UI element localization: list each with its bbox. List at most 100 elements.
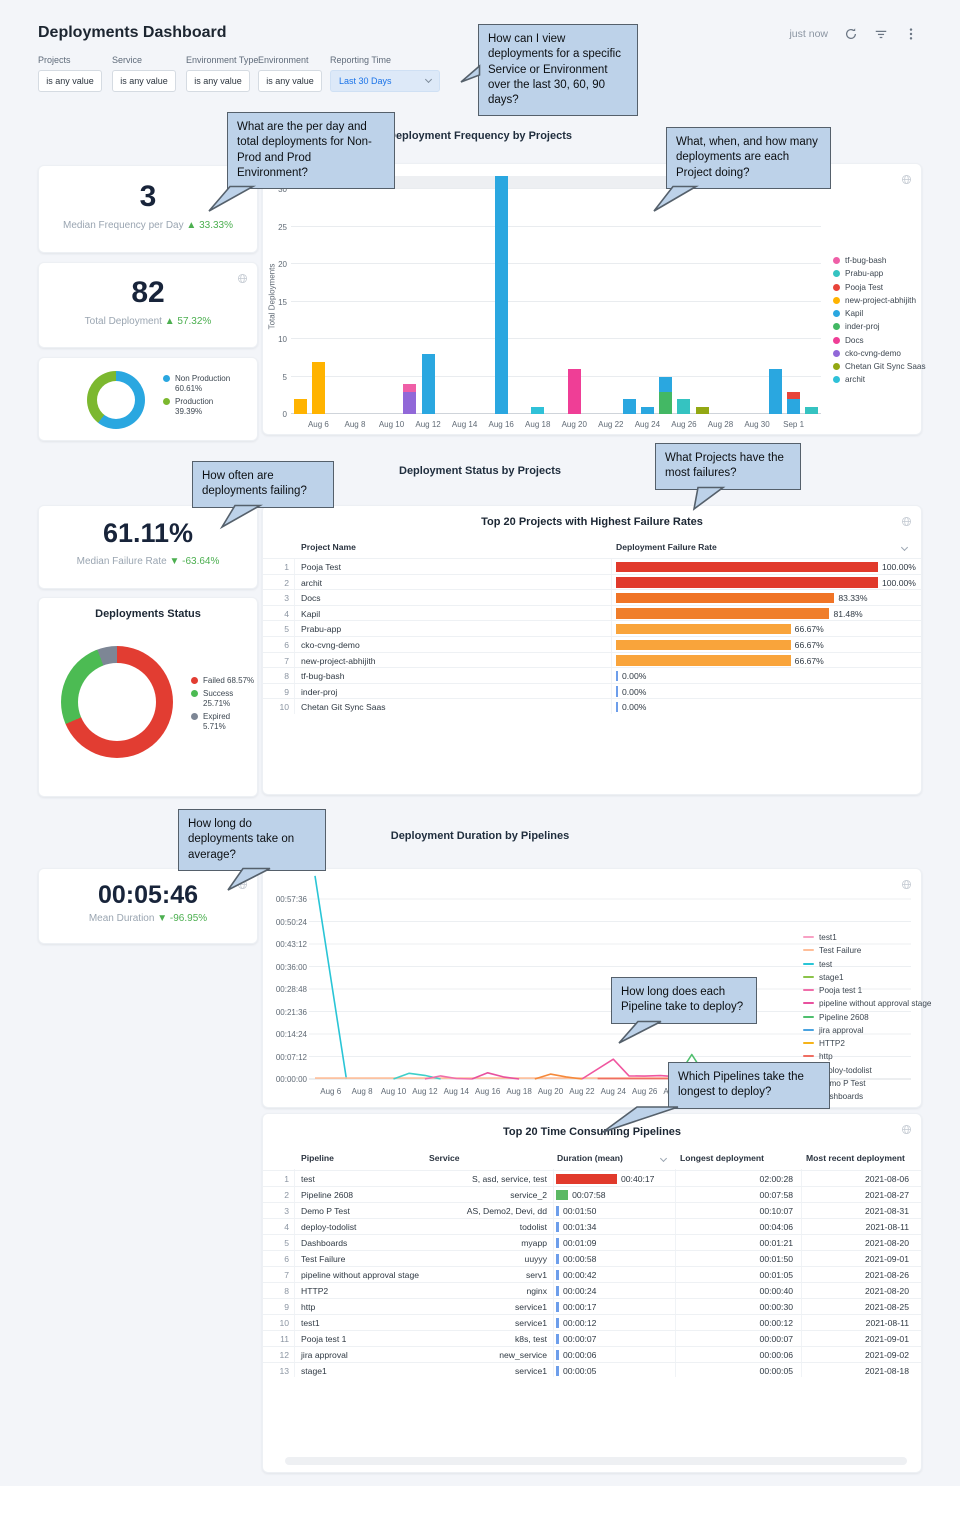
globe-icon[interactable] bbox=[901, 877, 912, 890]
duration-bar[interactable] bbox=[556, 1173, 617, 1184]
duration-bar[interactable] bbox=[556, 1349, 559, 1360]
line-series-test[interactable] bbox=[314, 875, 348, 1080]
duration-bar[interactable] bbox=[556, 1285, 559, 1296]
duration-bar[interactable] bbox=[556, 1221, 559, 1232]
legend-item[interactable]: tf-bug-bash bbox=[833, 256, 926, 266]
filter-projects-value[interactable]: is any value bbox=[38, 70, 102, 92]
legend-item[interactable]: stage1 bbox=[803, 973, 931, 983]
bar-segment-Chetan Git Sync Saas[interactable] bbox=[695, 406, 709, 414]
failure-rate-bar[interactable] bbox=[616, 655, 791, 666]
legend-item[interactable]: test bbox=[803, 960, 931, 970]
filter-icon[interactable] bbox=[874, 27, 888, 41]
table-row[interactable]: 7 new-project-abhijith 66.67% bbox=[263, 651, 921, 668]
duration-bar[interactable] bbox=[556, 1205, 559, 1216]
bar-segment-Kapil[interactable] bbox=[640, 406, 654, 414]
failure-rate-bar[interactable] bbox=[616, 608, 830, 619]
legend-item[interactable]: Failed 68.57% bbox=[191, 676, 255, 686]
table-row[interactable]: 1 test S, asd, service, test 00:40:17 02:00:… bbox=[263, 1170, 921, 1186]
environment-donut-chart[interactable] bbox=[87, 371, 145, 429]
legend-item[interactable]: Production 39.39% bbox=[163, 397, 233, 417]
legend-item[interactable]: jira approval bbox=[803, 1026, 931, 1036]
line-series-Pooja test 1[interactable] bbox=[424, 1075, 473, 1080]
line-series-Dashboards[interactable] bbox=[534, 1073, 583, 1080]
table-row[interactable]: 6 cko-cvng-demo 66.67% bbox=[263, 636, 921, 652]
sort-chevron-icon[interactable] bbox=[659, 1154, 668, 1163]
table-row[interactable]: 10 Chetan Git Sync Saas 0.00% bbox=[263, 698, 921, 714]
bar-segment-Kapil[interactable] bbox=[768, 369, 782, 414]
table-row[interactable]: 5 Prabu-app 66.67% bbox=[263, 620, 921, 636]
bar-segment-Kapil[interactable] bbox=[622, 399, 636, 414]
table-row[interactable]: 9 inder-proj 0.00% bbox=[263, 682, 921, 699]
column-header-longest[interactable]: Longest deployment bbox=[680, 1153, 765, 1163]
legend-item[interactable]: inder-proj bbox=[833, 322, 926, 332]
legend-item[interactable]: Pipeline 2608 bbox=[803, 1013, 931, 1023]
duration-bar[interactable] bbox=[556, 1269, 559, 1280]
kebab-menu-icon[interactable] bbox=[904, 27, 918, 41]
table-row[interactable]: 12 jira approval new_service 00:00:06 00:00:… bbox=[263, 1346, 921, 1362]
bar-segment-Docs[interactable] bbox=[567, 369, 581, 414]
bar-segment-Prabu-app[interactable] bbox=[677, 399, 691, 414]
bar-segment-new-project-abhijith[interactable] bbox=[293, 399, 307, 414]
column-header-service[interactable]: Service bbox=[429, 1153, 460, 1163]
legend-item[interactable]: Prabu-app bbox=[833, 269, 926, 279]
failure-rate-bar[interactable] bbox=[616, 561, 878, 572]
failure-rate-bar[interactable] bbox=[616, 670, 618, 682]
table-row[interactable]: 8 tf-bug-bash 0.00% bbox=[263, 667, 921, 683]
table-row[interactable]: 7 pipeline without approval stage serv1 00:… bbox=[263, 1266, 921, 1282]
table-row[interactable]: 4 Kapil 81.48% bbox=[263, 604, 921, 621]
bar-segment-inder-proj[interactable] bbox=[659, 391, 673, 414]
legend-item[interactable]: test1 bbox=[803, 933, 931, 943]
failure-rate-bar[interactable] bbox=[616, 639, 791, 650]
table-row[interactable]: 2 archit 100.00% bbox=[263, 573, 921, 590]
status-donut-chart[interactable] bbox=[61, 646, 173, 758]
legend-item[interactable]: pipeline without approval stage bbox=[803, 999, 931, 1009]
table-row[interactable]: 5 Dashboards myapp 00:01:09 00:01:21 2021-08-… bbox=[263, 1234, 921, 1250]
filter-environment-type-value[interactable]: is any value bbox=[186, 70, 250, 92]
legend-item[interactable]: Non Production 60.61% bbox=[163, 374, 233, 394]
globe-icon[interactable] bbox=[901, 172, 912, 185]
bar-segment-Kapil[interactable] bbox=[659, 376, 673, 392]
legend-item[interactable]: Expired 5.71% bbox=[191, 712, 255, 732]
duration-bar[interactable] bbox=[556, 1189, 569, 1200]
column-header-failure-rate[interactable]: Deployment Failure Rate bbox=[616, 542, 717, 552]
legend-item[interactable]: Test Failure bbox=[803, 946, 931, 956]
failure-rate-bar[interactable] bbox=[616, 686, 618, 697]
bar-segment-cko-cvng-demo[interactable] bbox=[403, 391, 417, 414]
table-row[interactable]: 8 HTTP2 nginx 00:00:24 00:00:40 2021-08-20 bbox=[263, 1282, 921, 1298]
legend-item[interactable]: Pooja Test bbox=[833, 283, 926, 293]
bar-segment-Kapil[interactable] bbox=[787, 399, 801, 414]
table-row[interactable]: 9 http service1 00:00:17 00:00:30 2021-08-25 bbox=[263, 1298, 921, 1314]
bar-segment-Pooja Test[interactable] bbox=[787, 391, 801, 399]
legend-item[interactable]: http bbox=[803, 1052, 931, 1062]
globe-icon[interactable] bbox=[901, 1122, 912, 1135]
table-row[interactable]: 13 stage1 service1 00:00:05 00:00:05 2021-08-… bbox=[263, 1362, 921, 1378]
table-row[interactable]: 10 test1 service1 00:00:12 00:00:12 2021-08-1… bbox=[263, 1314, 921, 1330]
table-row[interactable]: 3 Demo P Test AS, Demo2, Devi, dd 00:01:50 0… bbox=[263, 1202, 921, 1218]
globe-icon[interactable] bbox=[901, 514, 912, 527]
column-header-pipeline[interactable]: Pipeline bbox=[301, 1153, 334, 1163]
bar-segment-archit[interactable] bbox=[531, 406, 545, 414]
legend-item[interactable]: HTTP2 bbox=[803, 1039, 931, 1049]
horizontal-scrollbar[interactable] bbox=[285, 1457, 907, 1465]
legend-item[interactable]: cko-cvng-demo bbox=[833, 349, 926, 359]
bar-segment-Kapil[interactable] bbox=[494, 176, 508, 414]
legend-item[interactable]: Pooja test 1 bbox=[803, 986, 931, 996]
column-header-duration[interactable]: Duration (mean) bbox=[557, 1153, 623, 1163]
bar-segment-Kapil[interactable] bbox=[421, 354, 435, 414]
legend-item[interactable]: Kapil bbox=[833, 309, 926, 319]
bar-segment-Prabu-app[interactable] bbox=[805, 406, 819, 414]
column-header-recent[interactable]: Most recent deployment bbox=[806, 1153, 905, 1163]
bar-segment-tf-bug-bash[interactable] bbox=[403, 384, 417, 392]
legend-item[interactable]: Docs bbox=[833, 336, 926, 346]
table-row[interactable]: 1 Pooja Test 100.00% bbox=[263, 558, 921, 574]
legend-item[interactable]: new-project-abhijith bbox=[833, 296, 926, 306]
duration-bar[interactable] bbox=[556, 1301, 559, 1312]
table-row[interactable]: 2 Pipeline 2608 service_2 00:07:58 00:07:58 2… bbox=[263, 1186, 921, 1202]
globe-icon[interactable] bbox=[237, 271, 248, 284]
refresh-icon[interactable] bbox=[844, 27, 858, 41]
table-row[interactable]: 3 Docs 83.33% bbox=[263, 589, 921, 605]
duration-bar[interactable] bbox=[556, 1317, 559, 1328]
filter-environment-value[interactable]: is any value bbox=[258, 70, 322, 92]
legend-item[interactable]: Chetan Git Sync Saas bbox=[833, 362, 926, 372]
sort-chevron-icon[interactable] bbox=[900, 543, 909, 552]
